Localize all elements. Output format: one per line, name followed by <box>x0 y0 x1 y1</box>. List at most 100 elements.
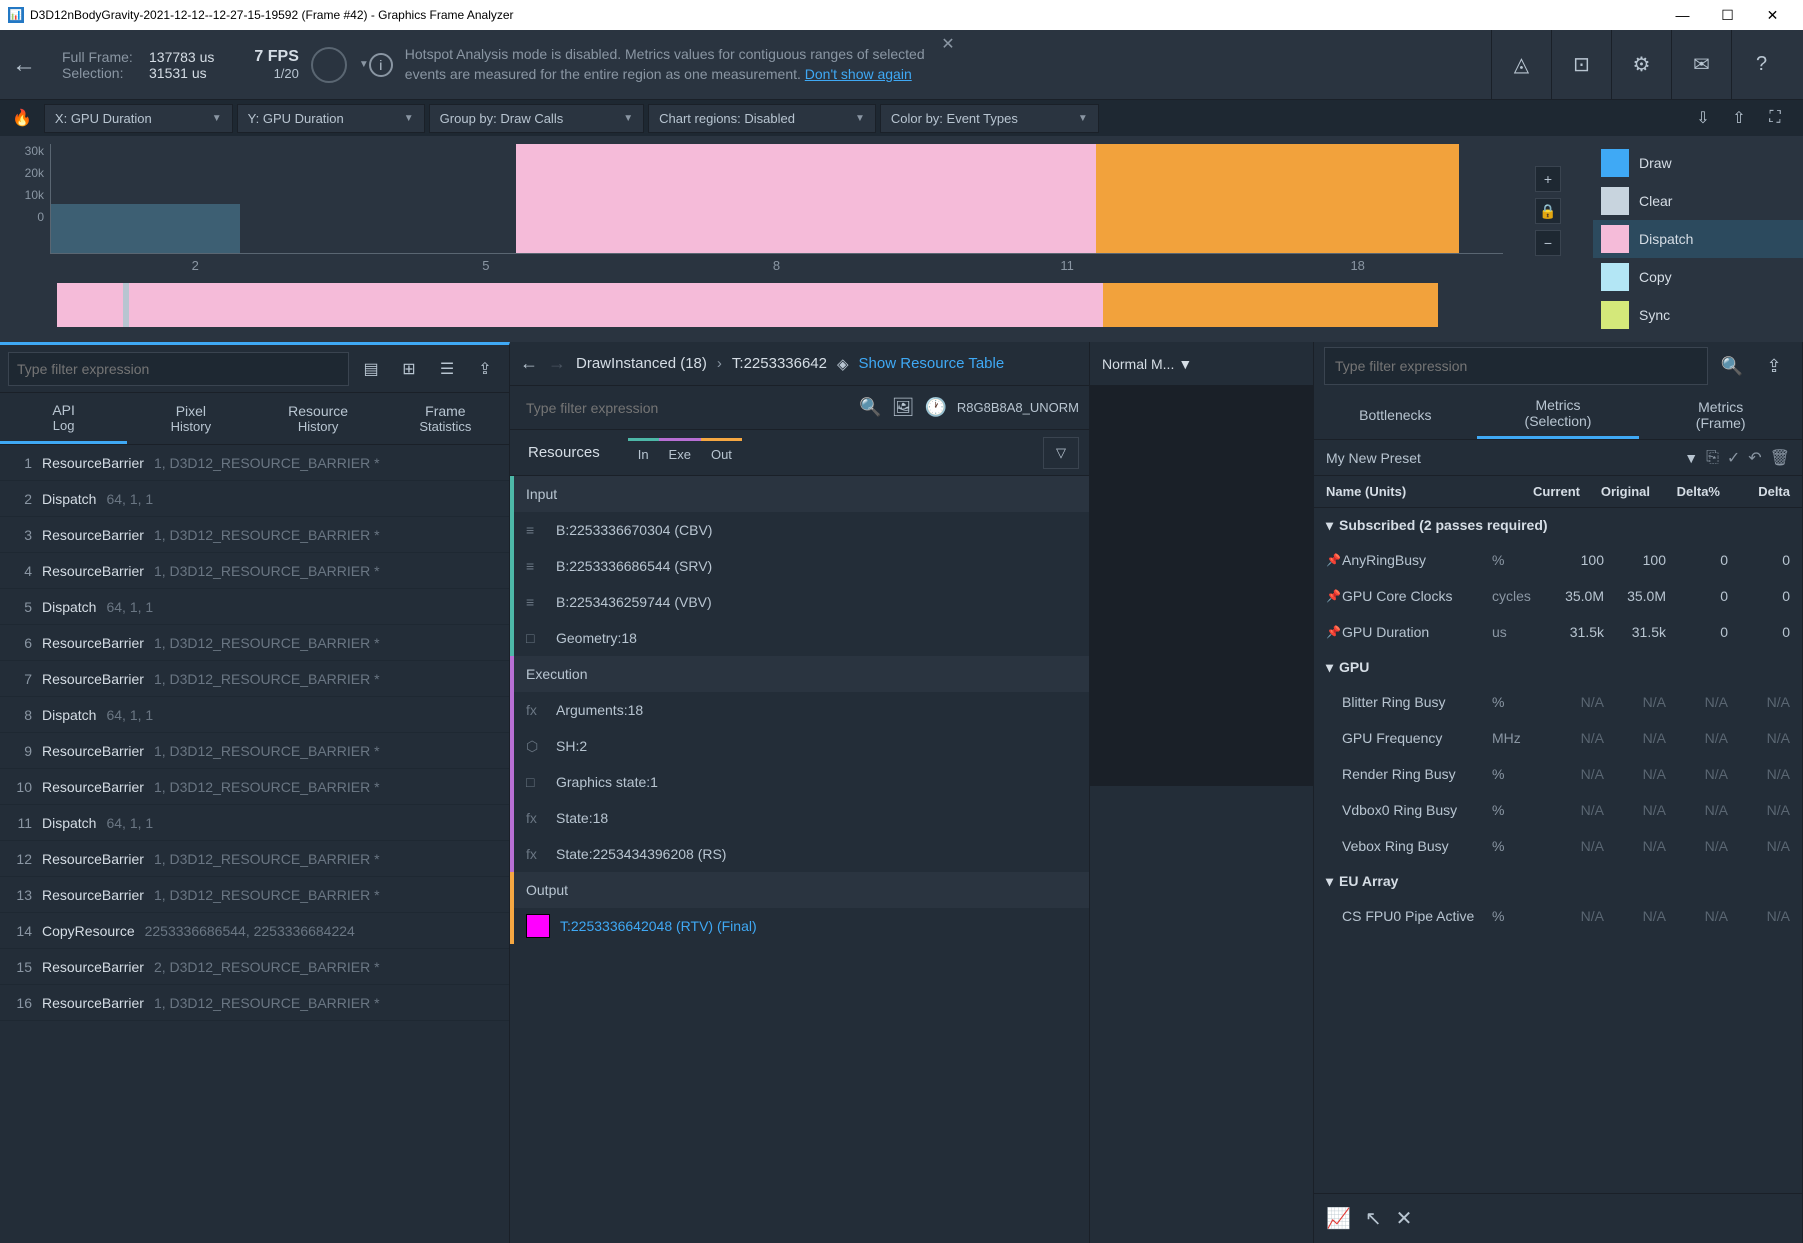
log-filter-input[interactable] <box>8 352 349 386</box>
minimap[interactable] <box>50 283 1503 327</box>
metrics-group[interactable]: ▾ Subscribed (2 passes required) <box>1314 508 1802 542</box>
resource-row[interactable]: ≡B:2253436259744 (VBV) <box>510 584 1089 620</box>
clock-icon[interactable]: 🕐 <box>924 397 946 418</box>
log-row[interactable]: 12ResourceBarrier1, D3D12_RESOURCE_BARRI… <box>0 841 509 877</box>
log-row[interactable]: 7ResourceBarrier1, D3D12_RESOURCE_BARRIE… <box>0 661 509 697</box>
log-row[interactable]: 11Dispatch64, 1, 1 <box>0 805 509 841</box>
crumb-1[interactable]: DrawInstanced (18) <box>576 355 707 372</box>
legend-item[interactable]: Copy <box>1593 258 1803 296</box>
metrics-row[interactable]: 📌GPU Core Clockscycles35.0M35.0M00 <box>1314 578 1802 614</box>
resource-row[interactable]: □Graphics state:1 <box>510 764 1089 800</box>
mode-dropdown[interactable]: Normal M... ▼ <box>1102 356 1192 372</box>
flame-icon[interactable]: 🔥 <box>12 108 32 128</box>
chart-bar[interactable] <box>1096 144 1459 253</box>
legend-item[interactable]: Draw <box>1593 144 1803 182</box>
log-tab[interactable]: APILog <box>0 393 127 444</box>
col-original[interactable]: Original <box>1580 484 1650 499</box>
pill[interactable]: Exe <box>659 438 701 468</box>
col-current[interactable]: Current <box>1510 484 1580 499</box>
crumb-2[interactable]: T:2253336642 <box>732 355 827 372</box>
col-delta[interactable]: Delta <box>1720 484 1790 499</box>
log-row[interactable]: 9ResourceBarrier1, D3D12_RESOURCE_BARRIE… <box>0 733 509 769</box>
pill[interactable]: In <box>628 438 659 468</box>
graph-icon[interactable]: 📈 <box>1326 1206 1351 1231</box>
log-row[interactable]: 15ResourceBarrier2, D3D12_RESOURCE_BARRI… <box>0 949 509 985</box>
pill[interactable]: Out <box>701 438 742 468</box>
metrics-row[interactable]: Vdbox0 Ring Busy%N/AN/AN/AN/A <box>1314 792 1802 828</box>
resource-row[interactable]: T:2253336642048 (RTV) (Final) <box>510 908 1089 944</box>
bar-chart[interactable] <box>50 144 1503 254</box>
resource-filter-input[interactable] <box>520 394 849 422</box>
export-icon[interactable]: ⇪ <box>1756 348 1792 384</box>
clear-icon[interactable]: ✕ <box>1396 1206 1413 1231</box>
color-dropdown[interactable]: Color by: Event Types▼ <box>880 104 1099 133</box>
log-row[interactable]: 3ResourceBarrier1, D3D12_RESOURCE_BARRIE… <box>0 517 509 553</box>
log-tab[interactable]: PixelHistory <box>127 393 254 444</box>
copy-preset-icon[interactable]: ⎘ <box>1706 449 1719 467</box>
metrics-tab[interactable]: Bottlenecks <box>1314 390 1477 439</box>
metrics-row[interactable]: Vebox Ring Busy%N/AN/AN/AN/A <box>1314 828 1802 864</box>
metrics-row[interactable]: 📌GPU Durationus31.5k31.5k00 <box>1314 614 1802 650</box>
list-icon[interactable]: ☰ <box>431 353 463 385</box>
metrics-row[interactable]: 📌AnyRingBusy%10010000 <box>1314 542 1802 578</box>
resource-row[interactable]: ⬡SH:2 <box>510 728 1089 764</box>
metrics-tab[interactable]: Metrics(Selection) <box>1477 390 1640 439</box>
log-row[interactable]: 8Dispatch64, 1, 1 <box>0 697 509 733</box>
lock-icon[interactable]: 🔒 <box>1535 198 1561 224</box>
dropdown-arrow-icon[interactable]: ▼ <box>359 59 369 70</box>
tree-icon[interactable]: ⊞ <box>393 353 425 385</box>
expand-icon[interactable]: ⛶ <box>1759 104 1791 132</box>
pin-icon[interactable]: 📌 <box>1326 589 1342 603</box>
resources-tab[interactable]: Resources <box>520 444 608 461</box>
maximize-button[interactable]: ☐ <box>1705 0 1750 30</box>
analysis-icon[interactable]: ◬ <box>1491 30 1551 100</box>
dont-show-link[interactable]: Don't show again <box>805 66 912 82</box>
export-icon[interactable]: ⇧ <box>1723 104 1755 132</box>
help-icon[interactable]: ? <box>1731 30 1791 100</box>
log-row[interactable]: 10ResourceBarrier1, D3D12_RESOURCE_BARRI… <box>0 769 509 805</box>
share-icon[interactable]: ⇪ <box>469 353 501 385</box>
undo-icon[interactable]: ↶ <box>1748 448 1761 468</box>
import-icon[interactable]: ⇩ <box>1687 104 1719 132</box>
show-table-link[interactable]: Show Resource Table <box>859 355 1005 372</box>
notice-close-icon[interactable]: ✕ <box>941 34 954 54</box>
log-row[interactable]: 13ResourceBarrier1, D3D12_RESOURCE_BARRI… <box>0 877 509 913</box>
legend-item[interactable]: Clear <box>1593 182 1803 220</box>
metrics-group[interactable]: ▾ GPU <box>1314 650 1802 684</box>
metrics-row[interactable]: Blitter Ring Busy%N/AN/AN/AN/A <box>1314 684 1802 720</box>
legend-item[interactable]: Dispatch <box>1593 220 1803 258</box>
chart-main[interactable]: 30k20k10k0 2581118 <box>0 136 1503 342</box>
minimap-segment[interactable] <box>1103 283 1437 327</box>
layers-icon[interactable]: ◈ <box>837 355 849 373</box>
resource-list[interactable]: Input≡B:2253336670304 (CBV)≡B:2253336686… <box>510 476 1089 1243</box>
pin-icon[interactable]: 📌 <box>1326 625 1342 639</box>
zoom-out-icon[interactable]: − <box>1535 230 1561 256</box>
check-icon[interactable]: ✓ <box>1727 448 1740 468</box>
minimize-button[interactable]: — <box>1660 0 1705 30</box>
log-row[interactable]: 6ResourceBarrier1, D3D12_RESOURCE_BARRIE… <box>0 625 509 661</box>
delete-icon[interactable]: 🗑 <box>1770 448 1790 468</box>
metrics-filter-input[interactable] <box>1324 347 1708 385</box>
select-icon[interactable]: ↖ <box>1365 1206 1382 1231</box>
metrics-list[interactable]: ▾ Subscribed (2 passes required)📌AnyRing… <box>1314 508 1802 1193</box>
chart-bar[interactable] <box>516 144 1097 253</box>
filter-icon[interactable]: ▽ <box>1043 437 1079 469</box>
resource-row[interactable]: ≡B:2253336670304 (CBV) <box>510 512 1089 548</box>
resource-row[interactable]: fxState:2253434396208 (RS) <box>510 836 1089 872</box>
log-tab[interactable]: FrameStatistics <box>382 393 509 444</box>
preset-name[interactable]: My New Preset <box>1326 450 1421 466</box>
refresh-icon[interactable] <box>311 47 347 83</box>
log-tab[interactable]: ResourceHistory <box>255 393 382 444</box>
back-button[interactable]: ← <box>12 51 52 79</box>
regions-dropdown[interactable]: Chart regions: Disabled▼ <box>648 104 876 133</box>
log-row[interactable]: 1ResourceBarrier1, D3D12_RESOURCE_BARRIE… <box>0 445 509 481</box>
search-icon[interactable]: 🔍 <box>859 397 881 418</box>
group-dropdown[interactable]: Group by: Draw Calls▼ <box>429 104 644 133</box>
nav-back-icon[interactable]: ← <box>520 353 538 374</box>
metrics-group[interactable]: ▾ EU Array <box>1314 864 1802 898</box>
resource-row[interactable]: ≡B:2253336686544 (SRV) <box>510 548 1089 584</box>
col-deltapct[interactable]: Delta% <box>1650 484 1720 499</box>
image-icon[interactable]: 🖼 <box>892 397 915 418</box>
y-axis-dropdown[interactable]: Y: GPU Duration▼ <box>237 104 425 133</box>
metrics-row[interactable]: CS FPU0 Pipe Active%N/AN/AN/AN/A <box>1314 898 1802 934</box>
